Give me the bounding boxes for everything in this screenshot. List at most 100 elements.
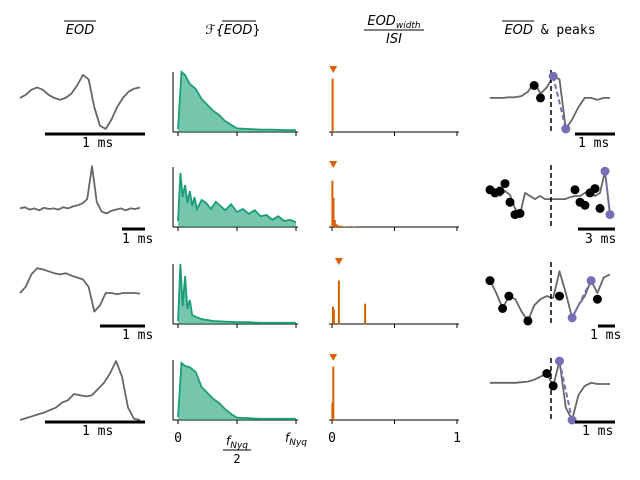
peak-dot-2-2 <box>495 186 505 196</box>
scalebar-label-1: 1 ms <box>82 136 113 151</box>
hist-marker-2 <box>329 161 338 168</box>
peak-dot-3-5 <box>592 294 602 304</box>
peak-dot-3-3 <box>523 316 533 326</box>
col1-title: EOD <box>64 20 96 38</box>
hist-bar-3-3 <box>364 303 367 324</box>
main-peak-dot-4-1 <box>567 415 577 425</box>
peak-pair-line-1 <box>552 75 567 130</box>
peaks-eod-line-4 <box>490 360 610 421</box>
main-peak-dot-1-1 <box>561 124 571 134</box>
peak-pair-line-3 <box>571 280 592 319</box>
hist-bar-2-3 <box>335 224 338 227</box>
fft-xtick-labels: 0 fNyq 2 fNyq <box>174 431 307 466</box>
hist-panel-4 <box>329 354 459 424</box>
hist-bar-3-2 <box>337 280 340 324</box>
eod-line-3 <box>19 267 141 313</box>
hist-bar-2-7 <box>343 226 346 227</box>
peak-dot-2-12 <box>595 203 605 213</box>
eod-line-4 <box>19 360 141 421</box>
eod-line-2 <box>19 165 141 215</box>
scalebar-label-4: 1 ms <box>82 424 113 439</box>
col4-title: EOD & peaks <box>502 20 596 38</box>
peaks-panel-2: 3 ms <box>485 165 616 247</box>
peak-dot-3-1 <box>498 304 508 313</box>
hist-bar-2-0 <box>331 180 334 227</box>
peaks-scalebar-label-1: 1 ms <box>578 136 609 151</box>
peak-dot-3-4 <box>555 291 564 301</box>
scalebar-label-3: 1 ms <box>122 328 153 343</box>
peak-dot-2-4 <box>505 197 515 207</box>
peak-dot-3-2 <box>504 291 514 301</box>
hist-marker-4 <box>329 354 338 361</box>
peak-dot-1-0 <box>529 81 539 90</box>
svg-text:ISI: ISI <box>386 32 402 47</box>
main-peak-dot-3-0 <box>586 276 596 286</box>
peaks-scalebar-label-3: 1 ms <box>590 328 621 343</box>
hist-xtick-labels: 0 1 <box>328 431 461 446</box>
fft-line-2 <box>177 172 297 224</box>
svg-text:EODwidth: EODwidth <box>367 14 421 31</box>
main-peak-dot-2-0 <box>600 166 610 176</box>
fft-line-4 <box>177 361 296 420</box>
main-peak-dot-3-1 <box>567 313 577 323</box>
fft-panel-4 <box>172 360 298 424</box>
peak-dot-2-3 <box>500 179 510 189</box>
eod-line-1 <box>19 74 141 130</box>
col2-title: ℱ{EOD} <box>205 20 261 38</box>
svg-text:EOD: EOD <box>66 23 94 38</box>
col3-title: EODwidth ISI <box>364 14 424 47</box>
peak-pair-line-4 <box>558 360 574 421</box>
peaks-scalebar-label-2: 3 ms <box>585 232 616 247</box>
svg-text:2: 2 <box>233 452 240 466</box>
svg-text:fNyq: fNyq <box>226 434 248 451</box>
fft-area-1 <box>178 72 296 132</box>
fft-line-3 <box>177 263 296 324</box>
peak-dot-4-1 <box>548 381 558 391</box>
main-peak-dot-2-1 <box>605 210 615 220</box>
hist-bar-3-1 <box>332 309 335 324</box>
svg-text:0: 0 <box>174 431 182 446</box>
peak-dot-2-9 <box>580 200 590 210</box>
hist-bar-1-0 <box>331 78 334 132</box>
hist-bar-2-2 <box>333 220 336 227</box>
svg-text:ℱ{EOD}: ℱ{EOD} <box>205 23 260 38</box>
fft-panel-1 <box>172 70 298 136</box>
peaks-panel-4: 1 ms <box>490 356 615 439</box>
scalebar-label-2: 1 ms <box>122 232 153 247</box>
fft-panel-2 <box>172 167 298 231</box>
peaks-panel-1: 1 ms <box>490 70 615 151</box>
fft-area-3 <box>178 264 296 324</box>
peak-dot-2-11 <box>590 184 600 194</box>
hist-marker-1 <box>329 66 338 73</box>
peaks-scalebar-label-4: 1 ms <box>582 424 613 439</box>
fft-area-4 <box>178 363 296 420</box>
hist-panel-2 <box>329 161 459 231</box>
hist-bar-2-9 <box>353 226 356 227</box>
svg-text:EOD & peaks: EOD & peaks <box>504 23 595 38</box>
hist-bar-2-1 <box>332 198 335 227</box>
main-peak-dot-1-0 <box>548 71 558 81</box>
peak-pair-line-2 <box>604 171 611 215</box>
fft-line-1 <box>177 70 296 132</box>
svg-text:0: 0 <box>328 431 336 446</box>
peak-dot-1-1 <box>536 93 545 103</box>
peak-dot-3-0 <box>485 276 495 286</box>
hist-panel-1 <box>329 66 459 136</box>
hist-bar-4-1 <box>332 366 335 420</box>
hist-panel-3 <box>329 258 459 328</box>
fft-panel-3 <box>172 263 298 328</box>
peaks-eod-line-1 <box>490 75 610 130</box>
hist-bar-2-8 <box>347 226 350 227</box>
svg-text:1: 1 <box>453 431 461 446</box>
peak-dot-2-7 <box>570 185 580 195</box>
peak-dot-4-0 <box>542 369 552 378</box>
hist-bar-2-5 <box>339 225 342 227</box>
peak-dot-2-6 <box>515 208 525 218</box>
eod-panel-4: 1 ms <box>19 360 145 439</box>
svg-text:fNyq: fNyq <box>285 431 307 448</box>
main-peak-dot-4-0 <box>555 356 564 366</box>
hist-marker-3 <box>334 258 343 265</box>
eod-panel-2: 1 ms <box>19 165 153 247</box>
hist-bar-2-4 <box>337 225 340 227</box>
